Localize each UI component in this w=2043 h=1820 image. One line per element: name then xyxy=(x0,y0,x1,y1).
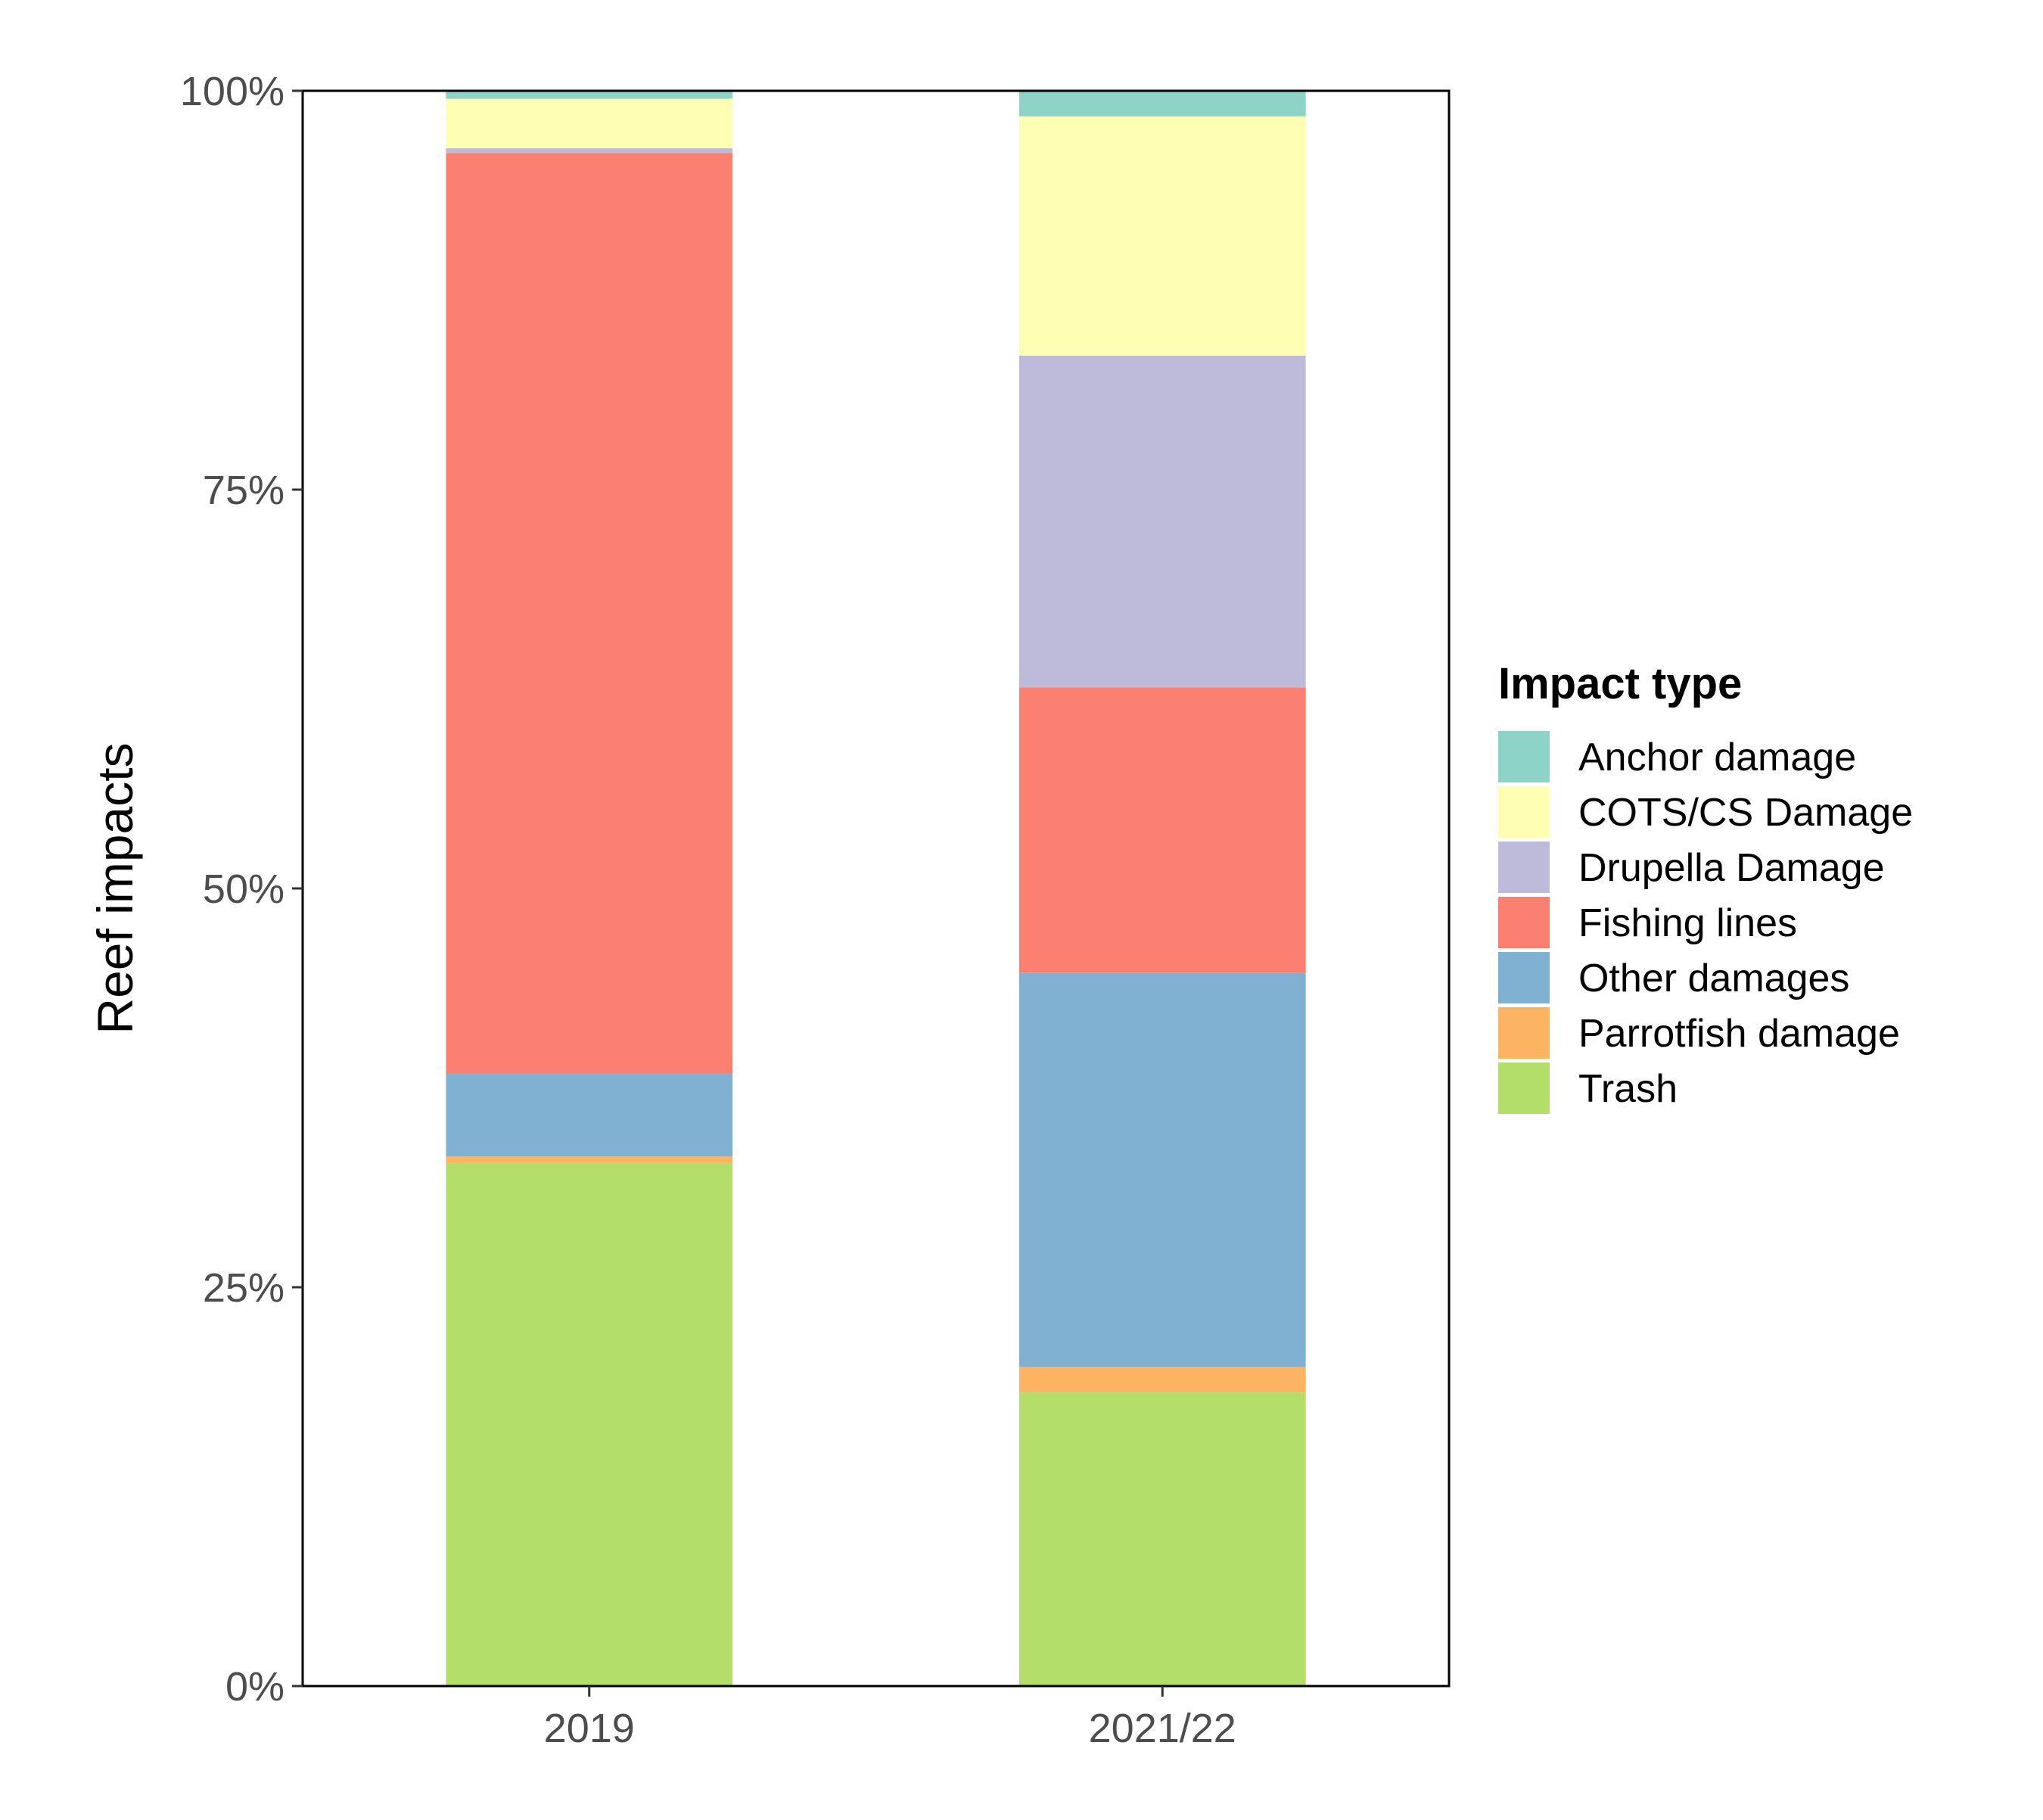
legend-label-cots-cs-damage: COTS/CS Damage xyxy=(1578,791,1913,835)
bar-segment-anchor-damage-2021-22 xyxy=(1018,91,1306,117)
legend-key-other-damages xyxy=(1498,952,1550,1003)
y-tick-label: 25% xyxy=(203,1265,285,1311)
bar-segment-parrotfish-damage-2019 xyxy=(446,1156,733,1163)
bars-layer xyxy=(446,91,1306,1686)
legend-label-trash: Trash xyxy=(1578,1067,1678,1111)
legend-key-trash xyxy=(1498,1062,1550,1114)
bar-segment-cots-cs-damage-2019 xyxy=(446,98,733,148)
bar-segment-fishing-lines-2019 xyxy=(446,153,733,1074)
y-tick-label: 50% xyxy=(203,866,285,912)
legend-key-parrotfish-damage xyxy=(1498,1007,1550,1059)
legend: Impact type Anchor damage COTS/CS Damage D… xyxy=(1498,659,1913,1114)
legend-label-fishing-lines: Fishing lines xyxy=(1578,901,1797,945)
y-tick-label: 0% xyxy=(225,1664,285,1710)
legend-label-anchor-damage: Anchor damage xyxy=(1578,736,1856,779)
y-axis: 0% 25% 50% 75% 100% xyxy=(180,69,303,1710)
legend-title: Impact type xyxy=(1498,659,1742,708)
bar-segment-fishing-lines-2021-22 xyxy=(1018,687,1306,973)
x-tick-label: 2021/22 xyxy=(1089,1706,1236,1751)
y-tick-label: 75% xyxy=(203,468,285,513)
bar-segment-anchor-damage-2019 xyxy=(446,91,733,99)
y-tick-label: 100% xyxy=(180,69,285,114)
legend-key-fishing-lines xyxy=(1498,897,1550,948)
legend-label-other-damages: Other damages xyxy=(1578,957,1849,1000)
bar-segment-other-damages-2019 xyxy=(446,1073,733,1157)
legend-key-drupella-damage xyxy=(1498,842,1550,893)
y-axis-title: Reef impacts xyxy=(87,742,143,1034)
legend-key-cots-cs-damage xyxy=(1498,786,1550,838)
bar-segment-other-damages-2021-22 xyxy=(1018,972,1306,1367)
legend-key-anchor-damage xyxy=(1498,731,1550,782)
legend-label-parrotfish-damage: Parrotfish damage xyxy=(1578,1012,1900,1056)
bar-segment-trash-2019 xyxy=(446,1162,733,1686)
x-axis: 2019 2021/22 xyxy=(544,1686,1236,1751)
bar-segment-cots-cs-damage-2021-22 xyxy=(1018,116,1306,356)
bar-segment-drupella-damage-2021-22 xyxy=(1018,355,1306,688)
x-tick-label: 2019 xyxy=(544,1706,635,1751)
bar-segment-drupella-damage-2019 xyxy=(446,148,733,154)
bar-segment-trash-2021-22 xyxy=(1018,1392,1306,1686)
bar-segment-parrotfish-damage-2021-22 xyxy=(1018,1367,1306,1393)
legend-label-drupella-damage: Drupella Damage xyxy=(1578,846,1885,890)
